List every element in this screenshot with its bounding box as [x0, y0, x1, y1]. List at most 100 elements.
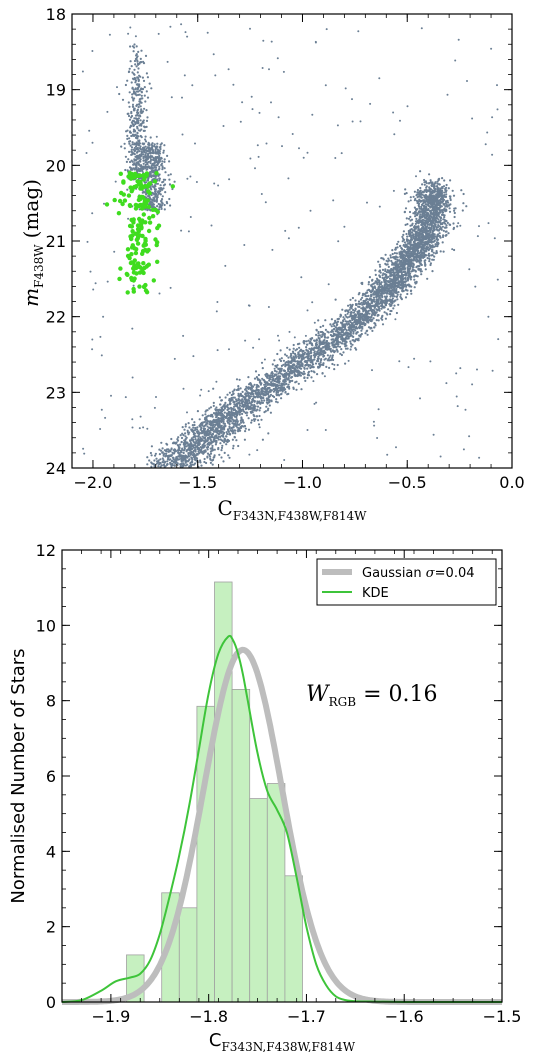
star-point-2014	[384, 268, 387, 271]
star-point-2582	[270, 376, 273, 379]
star-point-2619	[288, 348, 291, 351]
star-point-2950	[294, 355, 297, 358]
star-point-4754	[444, 219, 447, 223]
star-point-1505	[253, 383, 256, 386]
star-point-3790	[334, 333, 337, 336]
star-point-3508	[205, 416, 208, 420]
star-point-836	[219, 403, 222, 406]
star-point-2288	[165, 452, 168, 455]
star-point-4560	[412, 259, 415, 262]
star-point-1678	[181, 432, 184, 435]
star-point-2897	[221, 413, 224, 416]
star-point-4708	[428, 197, 431, 200]
star-point-134	[225, 443, 228, 446]
star-point-4130	[205, 423, 208, 426]
star-point-2395	[198, 448, 201, 452]
star-point-3884	[182, 464, 185, 467]
star-point-4303	[415, 213, 418, 216]
star-point-3170	[428, 254, 431, 257]
star-point-4719	[401, 240, 404, 243]
star-point-3714	[184, 459, 187, 462]
star-point-2703	[406, 289, 409, 292]
star-point-4663	[452, 227, 455, 231]
star-point-2046	[160, 464, 163, 467]
star-point-4329	[402, 233, 405, 236]
star-point-4488	[449, 223, 452, 226]
star-point-305	[234, 432, 237, 435]
star-point-4511	[460, 189, 463, 192]
star-point-4751	[419, 193, 422, 196]
star-point-4433	[435, 210, 439, 213]
star-point-4734	[435, 208, 438, 211]
star-point-1333	[449, 179, 452, 182]
star-point-3163	[299, 361, 302, 364]
star-point-3906	[278, 367, 281, 370]
star-point-4538	[388, 259, 391, 262]
star-point-1108	[340, 331, 343, 334]
star-point-1914	[183, 447, 186, 450]
star-point-3618	[189, 449, 192, 452]
star-point-1325	[169, 454, 173, 458]
star-point-3326	[341, 329, 344, 332]
star-point-4297	[443, 194, 446, 197]
star-point-4716	[410, 228, 413, 231]
star-point-1854	[306, 376, 309, 379]
star-point-4828	[414, 230, 417, 234]
star-point-3876	[288, 385, 291, 389]
star-point-3056	[340, 348, 343, 351]
star-point-3891	[316, 351, 319, 355]
star-point-3863	[200, 464, 203, 467]
star-point-3478	[276, 376, 279, 379]
star-point-2561	[395, 295, 398, 298]
star-point-2979	[352, 311, 355, 314]
star-point-2899	[183, 455, 186, 458]
star-point-3636	[341, 324, 344, 327]
star-point-3087	[421, 183, 424, 186]
star-point-4510	[431, 191, 434, 194]
star-point-4549	[418, 191, 421, 194]
star-point-3227	[183, 428, 186, 431]
star-point-4025	[336, 333, 339, 336]
star-point-2091	[239, 426, 243, 430]
star-point-4106	[310, 365, 313, 368]
star-point-914	[292, 386, 295, 389]
star-point-3051	[260, 361, 264, 364]
star-point-3610	[430, 185, 434, 188]
star-point-3288	[418, 260, 421, 263]
star-point-4824	[382, 258, 385, 261]
star-point-1666	[374, 324, 377, 327]
star-point-4200	[435, 250, 438, 253]
star-point-3947	[310, 349, 313, 352]
star-point-1767	[305, 340, 308, 343]
star-point-2715	[274, 383, 277, 386]
star-point-2486	[228, 432, 232, 435]
star-point-1797	[317, 330, 320, 334]
star-point-4359	[392, 275, 395, 278]
star-point-4522	[418, 221, 421, 224]
star-point-3799	[319, 330, 322, 334]
star-point-3398	[380, 281, 383, 284]
star-point-2590	[275, 393, 278, 396]
star-point-705	[220, 456, 223, 459]
star-point-3699	[181, 426, 184, 429]
star-point-3030	[276, 401, 279, 404]
star-point-4579	[391, 252, 394, 256]
star-point-4295	[409, 267, 412, 270]
star-point-2344	[361, 318, 364, 321]
star-point-4767	[440, 213, 444, 216]
star-point-2164	[233, 396, 236, 399]
star-point-614	[415, 217, 418, 220]
star-point-1349	[349, 298, 352, 301]
star-point-1702	[266, 373, 269, 376]
star-point-4774	[432, 214, 435, 217]
star-point-3261	[442, 211, 445, 214]
star-point-172	[445, 193, 448, 196]
star-point-3854	[353, 314, 356, 317]
star-point-3566	[355, 338, 358, 341]
star-point-2028	[360, 329, 363, 332]
star-point-1304	[170, 437, 173, 441]
star-point-2194	[337, 326, 340, 329]
star-point-3735	[387, 275, 390, 278]
star-point-2095	[312, 363, 315, 366]
